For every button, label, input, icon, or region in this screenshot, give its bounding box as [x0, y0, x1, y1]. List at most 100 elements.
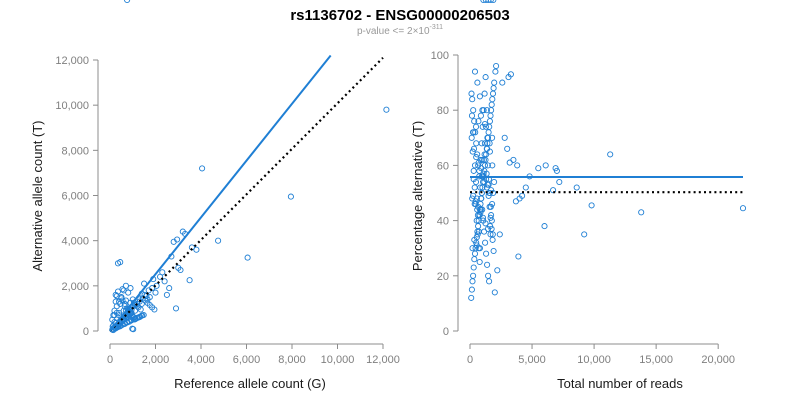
- data-point: [474, 79, 481, 86]
- data-point: [489, 90, 497, 97]
- reference-line: [109, 56, 384, 332]
- x-tick-label: 10,000: [577, 354, 611, 366]
- data-point: [161, 278, 168, 285]
- x-tick-label: 6,000: [233, 354, 261, 366]
- data-point: [512, 198, 519, 205]
- data-point: [199, 165, 206, 172]
- data-point: [479, 107, 486, 114]
- data-point: [469, 195, 476, 202]
- y-tick-label: 0: [83, 326, 89, 338]
- data-point: [383, 106, 390, 113]
- data-point: [501, 134, 508, 141]
- data-point: [471, 68, 479, 75]
- subtitle-exponent: -311: [430, 24, 444, 31]
- data-point: [486, 140, 493, 147]
- data-point: [486, 278, 493, 285]
- x-axis-label: Reference allele count (G): [174, 376, 326, 391]
- y-tick-label: 80: [437, 105, 449, 117]
- data-point: [487, 214, 494, 221]
- x-tick-label: 0: [467, 354, 473, 366]
- y-axis-label: Percentage alternative (T): [410, 121, 425, 271]
- data-point: [573, 184, 580, 191]
- data-point: [550, 187, 557, 194]
- data-point: [470, 272, 477, 279]
- y-tick-label: 6,000: [61, 191, 89, 203]
- data-point: [485, 129, 492, 136]
- data-point: [542, 162, 549, 169]
- data-point: [481, 178, 488, 186]
- data-point: [473, 242, 480, 249]
- data-point: [482, 123, 489, 130]
- y-tick-label: 4,000: [61, 236, 89, 248]
- data-point: [481, 151, 488, 158]
- figure-title: rs1136702 - ENSG00000206503: [290, 7, 509, 24]
- data-point: [483, 107, 490, 114]
- data-point: [482, 0, 489, 4]
- data-point: [470, 192, 477, 199]
- data-point: [134, 300, 141, 307]
- data-point: [486, 123, 493, 130]
- data-point: [475, 223, 482, 230]
- data-point: [473, 154, 480, 161]
- y-tick-label: 20: [437, 271, 449, 283]
- x-tick-label: 8,000: [278, 354, 306, 366]
- data-point: [244, 254, 251, 261]
- data-point: [471, 236, 478, 243]
- data-point: [471, 118, 478, 125]
- data-point: [481, 90, 488, 97]
- data-point: [469, 278, 476, 285]
- data-point: [484, 261, 491, 268]
- data-point: [471, 184, 478, 191]
- data-point: [470, 264, 477, 271]
- data-point: [172, 305, 180, 312]
- data-point: [494, 267, 501, 274]
- data-point: [471, 200, 478, 208]
- data-point: [607, 151, 614, 158]
- data-point: [124, 0, 131, 4]
- data-point: [469, 245, 476, 252]
- data-point: [499, 79, 506, 86]
- data-point: [482, 220, 489, 227]
- data-point: [482, 239, 489, 246]
- y-tick-label: 10,000: [55, 100, 89, 112]
- data-point: [471, 256, 478, 263]
- data-point: [489, 231, 496, 238]
- subtitle-base: 10: [418, 26, 430, 37]
- data-point: [481, 140, 488, 147]
- data-point: [491, 289, 498, 296]
- data-point: [477, 112, 484, 119]
- x-tick-label: 5,000: [518, 354, 546, 366]
- data-point: [487, 112, 494, 119]
- data-point: [473, 140, 480, 147]
- data-point: [493, 62, 500, 70]
- data-point: [151, 306, 158, 313]
- data-point: [739, 205, 747, 212]
- data-point: [469, 96, 476, 103]
- data-point: [475, 228, 482, 235]
- data-point: [581, 231, 588, 238]
- y-tick-label: 8,000: [61, 145, 89, 157]
- data-point: [488, 217, 495, 224]
- data-point: [170, 238, 177, 245]
- data-point: [483, 250, 490, 257]
- data-point: [487, 231, 494, 238]
- data-point: [506, 159, 513, 166]
- data-point: [514, 162, 521, 169]
- data-point: [474, 206, 481, 213]
- data-point: [287, 193, 294, 200]
- data-point: [541, 223, 548, 230]
- data-point: [507, 71, 514, 78]
- y-tick-label: 12,000: [55, 55, 89, 67]
- data-point: [473, 217, 480, 224]
- data-point: [140, 311, 147, 319]
- data-point: [486, 118, 493, 125]
- data-point: [556, 178, 563, 186]
- data-point: [478, 140, 485, 147]
- y-tick-label: 40: [437, 216, 449, 228]
- data-point: [487, 203, 494, 210]
- data-point: [535, 165, 542, 172]
- data-point: [215, 237, 222, 244]
- data-point: [489, 134, 496, 141]
- x-tick-label: 4,000: [187, 354, 215, 366]
